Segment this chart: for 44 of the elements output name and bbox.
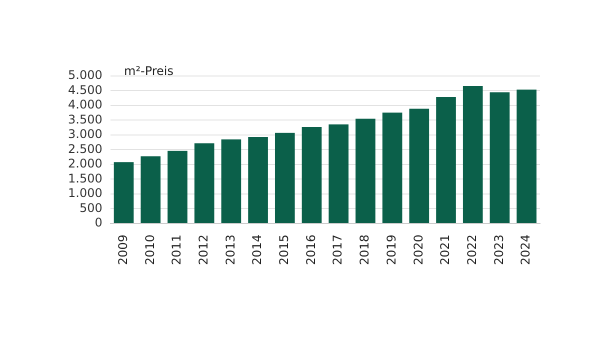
bar <box>168 150 188 223</box>
y-tick-label: 4.500 <box>68 82 102 97</box>
x-tick-label: 2024 <box>518 234 533 266</box>
y-tick-label: 5.000 <box>68 68 102 82</box>
bar <box>274 132 295 223</box>
y-tick-label: 3.500 <box>68 112 102 126</box>
x-tick-label: 2013 <box>223 234 238 266</box>
y-tick-label: 2.500 <box>68 142 102 156</box>
x-tick-label: 2018 <box>358 234 372 266</box>
x-tick-label: 2021 <box>438 234 452 266</box>
x-tick-label: 2011 <box>170 234 184 266</box>
y-tick-label: 3.000 <box>68 127 102 142</box>
x-tick-label: 2012 <box>196 234 210 266</box>
bar <box>409 108 430 223</box>
bar <box>194 143 214 223</box>
x-tick-label: 2014 <box>250 234 264 266</box>
x-tick-label: 2017 <box>330 234 345 266</box>
bar <box>490 92 510 223</box>
x-tick-label: 2015 <box>277 234 292 266</box>
x-tick-label: 2020 <box>411 234 426 266</box>
bar <box>516 90 536 223</box>
bar <box>436 96 456 223</box>
y-tick-label: 2.000 <box>68 156 102 171</box>
y-tick-label: 1.500 <box>68 171 102 186</box>
bar <box>302 127 322 223</box>
bar <box>462 86 483 223</box>
y-axis-title: m²-Preis <box>124 64 174 78</box>
x-tick-label: 2019 <box>384 234 398 266</box>
x-tick-label: 2016 <box>304 234 318 266</box>
y-tick-label: 4.000 <box>68 98 102 112</box>
bar <box>114 162 134 223</box>
bar <box>248 137 268 223</box>
y-tick-label: 500 <box>79 200 102 215</box>
bar <box>328 124 349 223</box>
x-tick-label: 2010 <box>142 234 157 266</box>
y-tick-label: 1.000 <box>68 186 102 200</box>
x-tick-label: 2023 <box>492 234 506 266</box>
x-tick-label: 2022 <box>464 234 479 266</box>
bar <box>382 112 402 223</box>
bar <box>356 118 376 223</box>
bar <box>221 139 242 223</box>
bar <box>140 156 161 223</box>
y-tick-label: 0 <box>94 216 102 230</box>
x-tick-label: 2009 <box>116 234 130 266</box>
